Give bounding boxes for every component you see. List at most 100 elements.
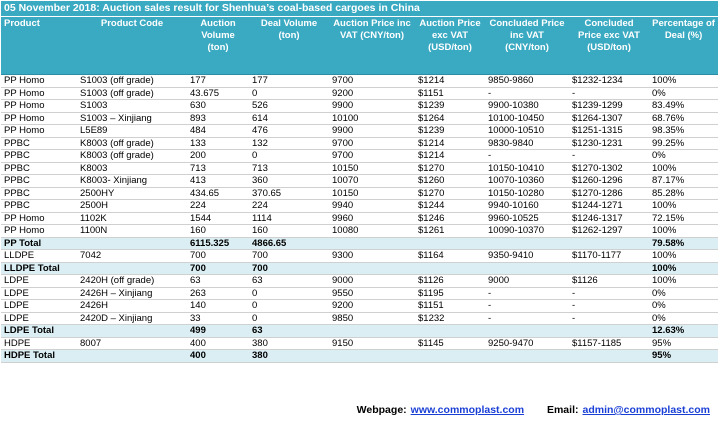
cell: $1195 xyxy=(415,287,485,300)
cell: PPBC xyxy=(1,162,77,175)
cell: 526 xyxy=(249,99,329,113)
cell: 0 xyxy=(249,299,329,313)
data-row: PP Homo S1003 630 526 9900 $1239 9900-10380 $12… xyxy=(1,99,719,113)
cell: 2500HY xyxy=(77,187,187,200)
cell: 9200 xyxy=(329,299,415,313)
cell: 9300 xyxy=(329,249,415,263)
cell: 893 xyxy=(187,112,249,125)
cell: $1157-1185 xyxy=(569,337,649,350)
email-label: Email: xyxy=(546,404,579,416)
total-row: LDPE Total 499 63 12.63% xyxy=(1,324,719,338)
cell: 9000 xyxy=(329,274,415,288)
data-row: HDPE 8007 400 380 9150 $1145 9250-9470 $1157-11… xyxy=(1,337,719,350)
cell: PP Homo xyxy=(1,87,77,100)
cell: 68.76% xyxy=(649,112,719,125)
cell: 10080 xyxy=(329,224,415,238)
cell: 0 xyxy=(249,287,329,300)
email-link[interactable]: admin@commoplast.com xyxy=(582,404,710,416)
cell: 9150 xyxy=(329,337,415,350)
cell: $1270-1286 xyxy=(569,187,649,200)
cell: 370.65 xyxy=(249,187,329,200)
cell: $1126 xyxy=(415,274,485,288)
total-percentage: 100% xyxy=(649,262,719,275)
cell: 9200 xyxy=(329,87,415,100)
cell: 9700 xyxy=(329,74,415,88)
cell: 200 xyxy=(187,149,249,163)
cell: 98.35% xyxy=(649,124,719,138)
cell: LDPE xyxy=(1,274,77,288)
cell: $1164 xyxy=(415,249,485,263)
cell: 0% xyxy=(649,287,719,300)
cell: $1145 xyxy=(415,337,485,350)
cell: HDPE xyxy=(1,337,77,350)
webpage-link[interactable]: www.commoplast.com xyxy=(410,404,525,416)
cell: 700 xyxy=(187,249,249,263)
data-row: PPBC 2500HY 434.65 370.65 10150 $1270 10150-10… xyxy=(1,187,719,200)
cell: 10100 xyxy=(329,112,415,125)
cell: 95% xyxy=(649,337,719,350)
header-cell: Deal Volume (ton) xyxy=(249,16,329,75)
cell: PPBC xyxy=(1,199,77,213)
cell: - xyxy=(485,312,569,325)
cell: 2426H xyxy=(77,299,187,313)
cell: 0% xyxy=(649,299,719,313)
cell: 100% xyxy=(649,249,719,263)
cell: $1151 xyxy=(415,87,485,100)
table-body: 05 November 2018: Auction sales result f… xyxy=(1,1,719,363)
cell: PPBC xyxy=(1,187,77,200)
header-cell: Auction Price inc VAT (CNY/ton) xyxy=(329,16,415,75)
cell: 360 xyxy=(249,174,329,188)
cell: 33 xyxy=(187,312,249,325)
total-row: PP Total 6115.325 4866.65 79.58% xyxy=(1,237,719,250)
cell: 9900 xyxy=(329,99,415,113)
cell: 10150-10410 xyxy=(485,162,569,175)
total-deal-volume: 700 xyxy=(249,262,329,275)
cell: $1270 xyxy=(415,162,485,175)
data-row: PP Homo 1102K 1544 1114 9960 $1246 9960-10525 $… xyxy=(1,212,719,225)
cell: - xyxy=(485,287,569,300)
total-deal-volume: 380 xyxy=(249,349,329,363)
cell: - xyxy=(485,87,569,100)
cell: K8003 (off grade) xyxy=(77,149,187,163)
cell: $1262-1297 xyxy=(569,224,649,238)
cell: $1244 xyxy=(415,199,485,213)
cell: 9900-10380 xyxy=(485,99,569,113)
cell: 160 xyxy=(187,224,249,238)
header-cell: Concluded Price exc VAT (USD/ton) xyxy=(569,16,649,75)
cell: 99.25% xyxy=(649,137,719,150)
cell: - xyxy=(569,87,649,100)
cell: PPBC xyxy=(1,137,77,150)
cell: 177 xyxy=(249,74,329,88)
cell: 177 xyxy=(187,74,249,88)
header-cell: Auction Volume (ton) xyxy=(187,16,249,75)
data-row: PP Homo S1003 – Xinjiang 893 614 10100 $1264 1… xyxy=(1,112,719,125)
cell: 9940-10160 xyxy=(485,199,569,213)
total-label: LDPE Total xyxy=(1,324,187,338)
blank-cell xyxy=(329,237,649,250)
header-row: Product Product Code Auction Volume (ton) D… xyxy=(1,16,719,75)
header-cell: Percentage of Deal (%) xyxy=(649,16,719,75)
data-row: PP Homo L5E89 484 476 9900 $1239 10000-10510 $1… xyxy=(1,124,719,138)
cell: 9940 xyxy=(329,199,415,213)
cell: LDPE xyxy=(1,287,77,300)
cell: $1214 xyxy=(415,74,485,88)
cell: $1214 xyxy=(415,149,485,163)
total-row: HDPE Total 400 380 95% xyxy=(1,349,719,363)
cell: 10150 xyxy=(329,162,415,175)
total-label: PP Total xyxy=(1,237,187,250)
cell: 10090-10370 xyxy=(485,224,569,238)
cell: 10000-10510 xyxy=(485,124,569,138)
data-row: LLDPE 7042 700 700 9300 $1164 9350-9410 $1170-1… xyxy=(1,249,719,263)
cell: 10070 xyxy=(329,174,415,188)
cell: 100% xyxy=(649,224,719,238)
cell: $1239-1299 xyxy=(569,99,649,113)
cell: LDPE xyxy=(1,312,77,325)
cell: $1239 xyxy=(415,124,485,138)
cell: 0 xyxy=(249,87,329,100)
cell: - xyxy=(569,149,649,163)
cell: 0 xyxy=(249,149,329,163)
cell: 0% xyxy=(649,149,719,163)
cell: $1251-1315 xyxy=(569,124,649,138)
footer: Webpage: www.commoplast.com Email: admin@c… xyxy=(0,404,710,416)
cell: PPBC xyxy=(1,149,77,163)
